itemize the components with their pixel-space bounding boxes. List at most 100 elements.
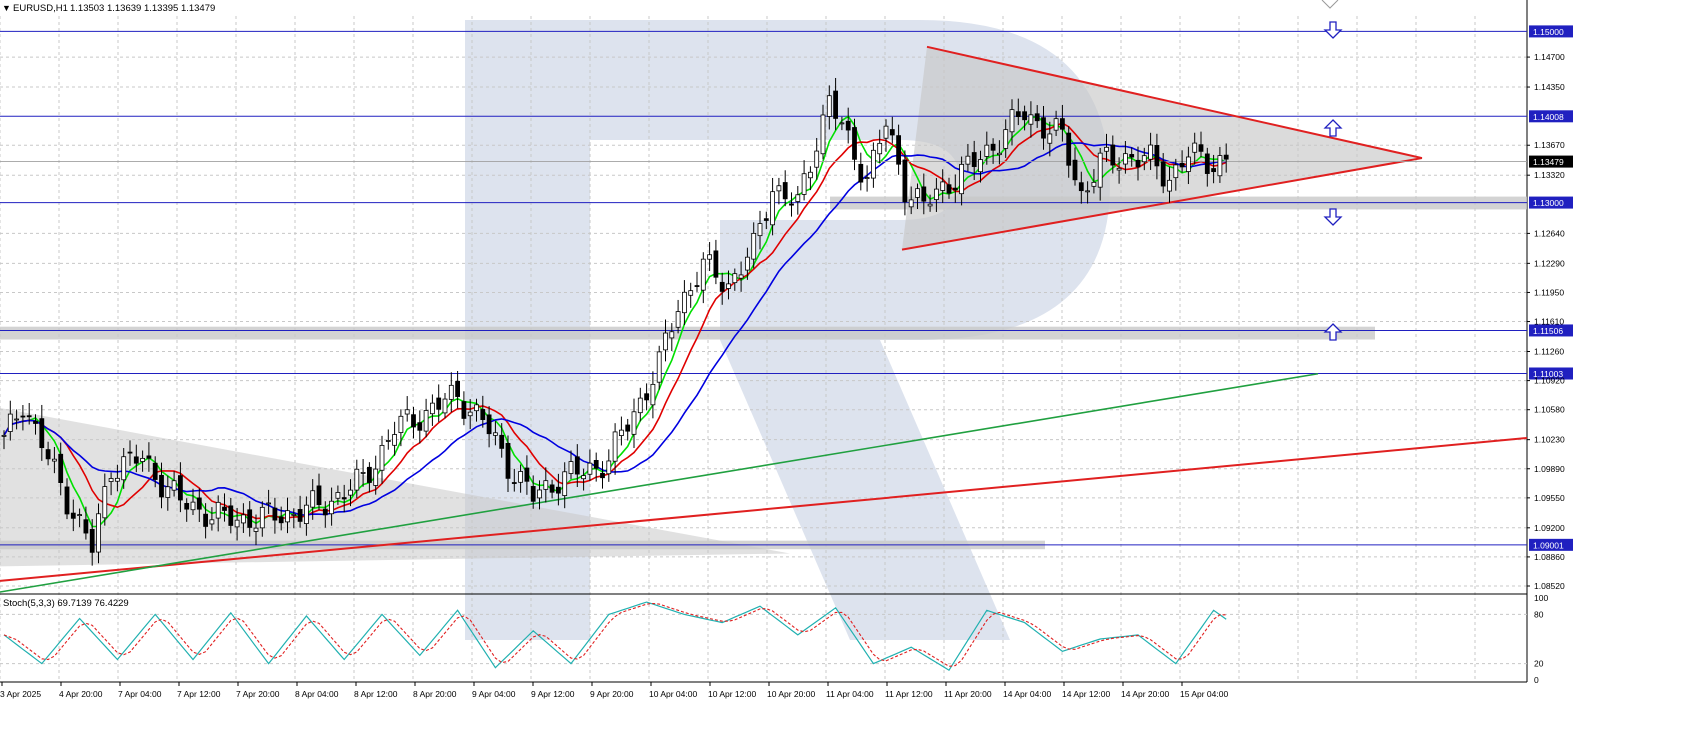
candle	[833, 90, 838, 119]
price-grid	[0, 0, 1528, 683]
candle	[253, 527, 259, 532]
descending-wedge-zone	[0, 407, 790, 567]
time-tick-label: 9 Apr 20:00	[590, 689, 634, 699]
candle	[505, 442, 511, 479]
candle	[121, 456, 127, 481]
candle	[902, 159, 908, 203]
trend-lines[interactable]	[0, 45, 1528, 582]
candle	[537, 489, 542, 499]
candle	[133, 456, 139, 464]
candle	[637, 397, 643, 414]
candle	[1028, 114, 1034, 125]
candle	[1129, 154, 1135, 158]
level-tag-bg	[1529, 538, 1573, 551]
candle	[1223, 154, 1229, 160]
candle	[102, 486, 108, 519]
candle	[574, 456, 580, 475]
time-tick-label: 11 Apr 12:00	[885, 689, 933, 699]
candle	[58, 453, 64, 484]
candle	[530, 486, 536, 502]
candle	[1003, 129, 1009, 149]
horizontal-levels[interactable]: 1.15000 1.14008 1.13000 1.11506 1.11003 1.090…	[0, 25, 1573, 551]
time-tick-label: 8 Apr 12:00	[354, 689, 398, 699]
price-tick-label: 1.08520	[1534, 581, 1565, 591]
time-tick-label: 8 Apr 04:00	[295, 689, 339, 699]
candle	[335, 492, 341, 499]
price-tick-label: 1.08860	[1534, 552, 1565, 562]
candle	[392, 434, 398, 446]
candle	[984, 144, 990, 157]
candle	[1034, 113, 1040, 122]
time-tick-label: 11 Apr 04:00	[826, 689, 874, 699]
time-tick-label: 14 Apr 04:00	[1003, 689, 1051, 699]
candle	[1123, 153, 1128, 165]
candle	[222, 506, 227, 511]
candlesticks: 1.13479	[1, 77, 1573, 566]
candle	[738, 274, 744, 279]
candle	[96, 513, 101, 553]
long-uptrend-line	[0, 436, 1528, 582]
candle	[650, 383, 656, 406]
candle	[310, 490, 316, 508]
candle	[1041, 117, 1046, 139]
candle	[726, 283, 731, 289]
candle	[978, 159, 983, 173]
candle	[1198, 144, 1204, 152]
candle	[694, 285, 700, 287]
candle	[486, 414, 492, 435]
sma-long-line	[0, 372, 1319, 593]
candle	[461, 401, 467, 419]
arrow-up-icon	[1323, 323, 1343, 341]
candle	[606, 460, 612, 475]
candle	[858, 163, 864, 183]
stoch-label: Stoch(5,3,3) 69.7139 76.4229	[3, 598, 129, 609]
candle	[1167, 179, 1172, 192]
symbol-dropdown-icon[interactable]: ▼	[2, 3, 11, 13]
candle	[845, 120, 851, 131]
candle	[1211, 168, 1216, 173]
candle	[543, 480, 549, 490]
time-tick-label: 9 Apr 04:00	[472, 689, 516, 699]
candle	[908, 199, 914, 208]
candle	[474, 404, 479, 412]
candle	[423, 410, 429, 432]
time-tick-label: 7 Apr 04:00	[118, 689, 162, 699]
candle	[921, 186, 927, 202]
candle	[89, 529, 95, 553]
candle	[64, 486, 70, 515]
candle	[39, 418, 45, 449]
price-tick-label: 1.09550	[1534, 493, 1565, 503]
candle	[411, 414, 416, 428]
candle	[7, 413, 13, 432]
candle	[600, 472, 605, 479]
candle	[1047, 133, 1053, 144]
candle	[997, 152, 1002, 156]
candle	[1110, 144, 1116, 166]
candle	[385, 440, 391, 442]
candle	[864, 177, 870, 179]
candle	[1154, 145, 1160, 167]
watermark-leg	[720, 340, 1010, 640]
arrow-up-icon	[1323, 119, 1343, 137]
candle	[1173, 164, 1179, 179]
triangle-lower-line	[901, 157, 1423, 251]
candle	[959, 163, 964, 195]
current-price-tag: 1.13479	[1533, 157, 1564, 167]
candle	[159, 474, 164, 498]
candle	[1085, 190, 1090, 193]
candle	[612, 431, 618, 462]
stochastic-panel: 100 80 20 0	[0, 593, 1548, 685]
candle	[316, 485, 322, 506]
time-tick-label: 14 Apr 20:00	[1121, 689, 1169, 699]
time-tick-label: 10 Apr 12:00	[708, 689, 756, 699]
candle	[291, 513, 297, 516]
triangle-pattern-zone	[902, 46, 1422, 250]
candle	[518, 471, 523, 483]
price-tick-label: 1.11610	[1534, 317, 1564, 327]
candle	[285, 510, 290, 523]
candle	[436, 397, 442, 410]
candle	[669, 331, 675, 339]
candle	[896, 135, 901, 165]
candle	[1, 434, 7, 437]
